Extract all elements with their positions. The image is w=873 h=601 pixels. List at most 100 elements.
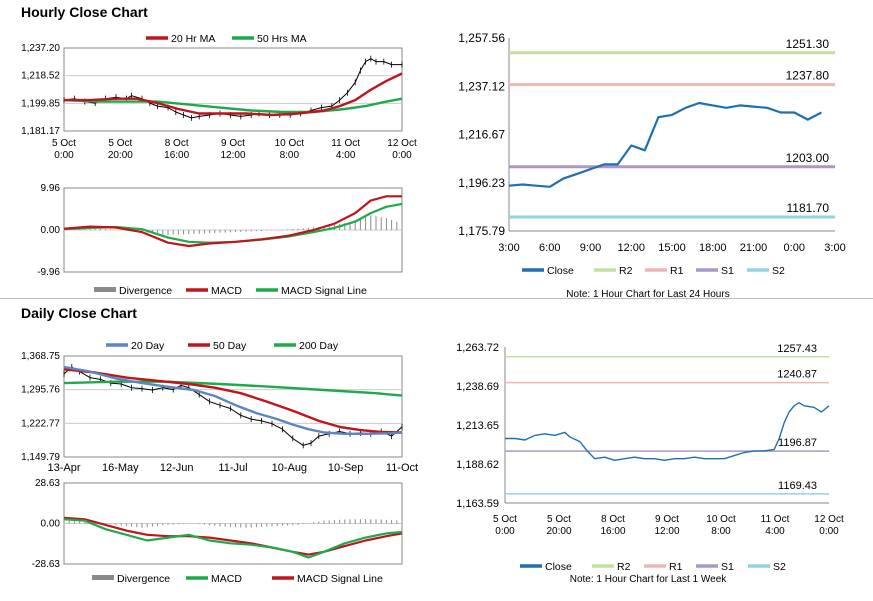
hourly-pivot-x-tick: 3:00 bbox=[824, 242, 845, 254]
daily-pivot-x-tick: 5 Oct bbox=[547, 514, 571, 525]
hourly-pivot-legend-label: S2 bbox=[772, 265, 785, 277]
hourly-price-x-tick: 11 Oct bbox=[331, 138, 360, 149]
daily-pivot-y-tick: 1,238.69 bbox=[456, 381, 499, 393]
daily-pivot-x-tick: 20:00 bbox=[546, 526, 571, 537]
hourly-macd-signal-line bbox=[63, 202, 403, 244]
hourly-pivot-x-tick: 18:00 bbox=[699, 242, 727, 254]
daily-pivot-legend-label: R1 bbox=[669, 561, 683, 573]
daily-chart-title: Daily Close Chart bbox=[21, 305, 137, 321]
hourly-chart-title: Hourly Close Chart bbox=[21, 4, 148, 20]
hourly-r1-level-label: 1237.80 bbox=[786, 69, 830, 83]
daily-macd-legend-label: Divergence bbox=[117, 573, 170, 585]
hourly-macd-legend-label: Divergence bbox=[119, 285, 172, 297]
daily-macd-y-tick: -28.63 bbox=[32, 559, 61, 570]
daily-s2-level-label: 1169.43 bbox=[778, 480, 817, 492]
daily-macd-y-tick: 28.63 bbox=[35, 478, 60, 489]
hourly-pivot-y-tick: 1,175.79 bbox=[458, 224, 505, 238]
daily-price-line bbox=[63, 366, 403, 446]
daily-price-x-tick: 13-Apr bbox=[47, 462, 80, 474]
daily-50-day-line bbox=[63, 368, 403, 434]
hourly-price-x-tick: 0:00 bbox=[54, 150, 74, 161]
daily-pivot-x-tick: 12:00 bbox=[654, 526, 679, 537]
hourly-pivot-x-tick: 6:00 bbox=[539, 242, 560, 254]
daily-macd-legend-swatch bbox=[92, 575, 114, 580]
hourly-r2-level-label: 1251.30 bbox=[786, 37, 830, 51]
hourly-macd-y-tick: 9.96 bbox=[41, 183, 61, 194]
daily-pivot-x-tick: 9 Oct bbox=[655, 514, 679, 525]
daily-price-x-tick: 11-Jul bbox=[218, 462, 247, 474]
hourly-pivot-x-tick: 3:00 bbox=[498, 242, 519, 254]
hourly-pivot-note: Note: 1 Hour Chart for Last 24 Hours bbox=[566, 289, 729, 300]
hourly-s2-level-label: 1181.70 bbox=[787, 201, 830, 215]
daily-pivot-legend-label: Close bbox=[545, 561, 572, 573]
daily-pivot-x-tick: 4:00 bbox=[765, 526, 785, 537]
daily-macd-legend-label: MACD bbox=[211, 573, 242, 585]
hourly-price-x-tick: 16:00 bbox=[164, 150, 189, 161]
hourly-price-legend-label: 20 Hr MA bbox=[171, 33, 215, 45]
hourly-price-x-tick: 10 Oct bbox=[275, 138, 305, 149]
daily-macd-line bbox=[63, 518, 403, 559]
hourly-price-x-tick: 8 Oct bbox=[165, 138, 189, 149]
hourly-price-x-tick: 12:00 bbox=[220, 150, 245, 161]
daily-price-plot-area bbox=[63, 355, 403, 458]
hourly-price-x-tick: 12 Oct bbox=[387, 138, 417, 149]
daily-pivot-y-tick: 1,213.65 bbox=[456, 420, 499, 432]
hourly-macd-line bbox=[63, 195, 402, 248]
hourly-macd-legend-label: MACD Signal Line bbox=[281, 285, 367, 297]
daily-pivot-x-tick: 11 Oct bbox=[761, 514, 790, 525]
section-divider bbox=[0, 298, 873, 299]
daily-price-y-tick: 1,149.79 bbox=[21, 452, 60, 463]
hourly-pivot-legend-label: Close bbox=[547, 265, 574, 277]
hourly-price-x-tick: 5 Oct bbox=[52, 138, 76, 149]
daily-price-x-tick: 10-Sep bbox=[328, 462, 363, 474]
daily-pivot-note: Note: 1 Hour Chart for Last 1 Week bbox=[570, 574, 728, 585]
hourly-price-y-tick: 1,199.85 bbox=[21, 98, 60, 109]
hourly-20hr-ma-line bbox=[64, 72, 403, 117]
hourly-pivot-legend-label: S1 bbox=[721, 265, 734, 277]
daily-pivot-x-tick: 0:00 bbox=[495, 526, 515, 537]
daily-pivot-x-tick: 0:00 bbox=[819, 526, 839, 537]
daily-s1-level-label: 1196.87 bbox=[778, 437, 817, 449]
daily-200-day-line bbox=[63, 380, 403, 397]
daily-r2-level-label: 1257.43 bbox=[777, 343, 817, 355]
hourly-pivot-x-tick: 12:00 bbox=[617, 242, 645, 254]
hourly-pivot-x-tick: 0:00 bbox=[784, 242, 805, 254]
hourly-pivot-legend-label: R1 bbox=[670, 265, 684, 277]
hourly-pivot-y-tick: 1,216.67 bbox=[458, 128, 505, 142]
daily-price-y-tick: 1,295.76 bbox=[21, 385, 60, 396]
daily-macd-legend-label: MACD Signal Line bbox=[297, 573, 383, 585]
daily-pivot-y-tick: 1,163.59 bbox=[456, 498, 499, 510]
hourly-price-x-tick: 9 Oct bbox=[221, 138, 245, 149]
daily-price-x-tick: 12-Jun bbox=[160, 462, 194, 474]
hourly-price-y-tick: 1,218.52 bbox=[21, 71, 60, 82]
daily-pivot-x-tick: 12 Oct bbox=[814, 514, 844, 525]
hourly-macd-legend-label: MACD bbox=[211, 285, 242, 297]
hourly-price-x-tick: 5 Oct bbox=[108, 138, 132, 149]
daily-pivot-legend-label: S1 bbox=[721, 561, 734, 573]
daily-pivot-x-tick: 10 Oct bbox=[706, 514, 736, 525]
daily-price-legend-label: 50 Day bbox=[213, 340, 247, 352]
daily-20-day-line bbox=[63, 365, 403, 435]
daily-pivot-x-tick: 8:00 bbox=[711, 526, 731, 537]
daily-pivot-x-tick: 8 Oct bbox=[601, 514, 625, 525]
daily-price-legend-label: 200 Day bbox=[299, 340, 339, 352]
hourly-pivot-x-tick: 9:00 bbox=[580, 242, 601, 254]
daily-pivot-x-tick: 5 Oct bbox=[493, 514, 517, 525]
daily-r1-level-label: 1240.87 bbox=[777, 369, 817, 381]
daily-close-line bbox=[505, 402, 830, 461]
hourly-pivot-y-tick: 1,196.23 bbox=[458, 176, 505, 190]
daily-price-x-tick: 11-Oct bbox=[386, 462, 418, 474]
hourly-50hr-ma-line bbox=[63, 97, 403, 114]
hourly-macd-legend-swatch bbox=[94, 287, 116, 292]
hourly-macd-y-tick: -9.96 bbox=[37, 267, 60, 278]
hourly-s1-level-label: 1203.00 bbox=[786, 151, 830, 165]
hourly-price-plot-area bbox=[63, 47, 403, 132]
hourly-pivot-legend-label: R2 bbox=[619, 265, 633, 277]
daily-price-legend-label: 20 Day bbox=[131, 340, 165, 352]
daily-price-x-tick: 16-May bbox=[102, 462, 139, 474]
hourly-pivot-y-tick: 1,237.12 bbox=[458, 79, 505, 93]
hourly-price-x-tick: 4:00 bbox=[336, 150, 356, 161]
hourly-price-legend-label: 50 Hrs MA bbox=[257, 33, 307, 45]
daily-price-y-tick: 1,368.75 bbox=[21, 351, 60, 362]
